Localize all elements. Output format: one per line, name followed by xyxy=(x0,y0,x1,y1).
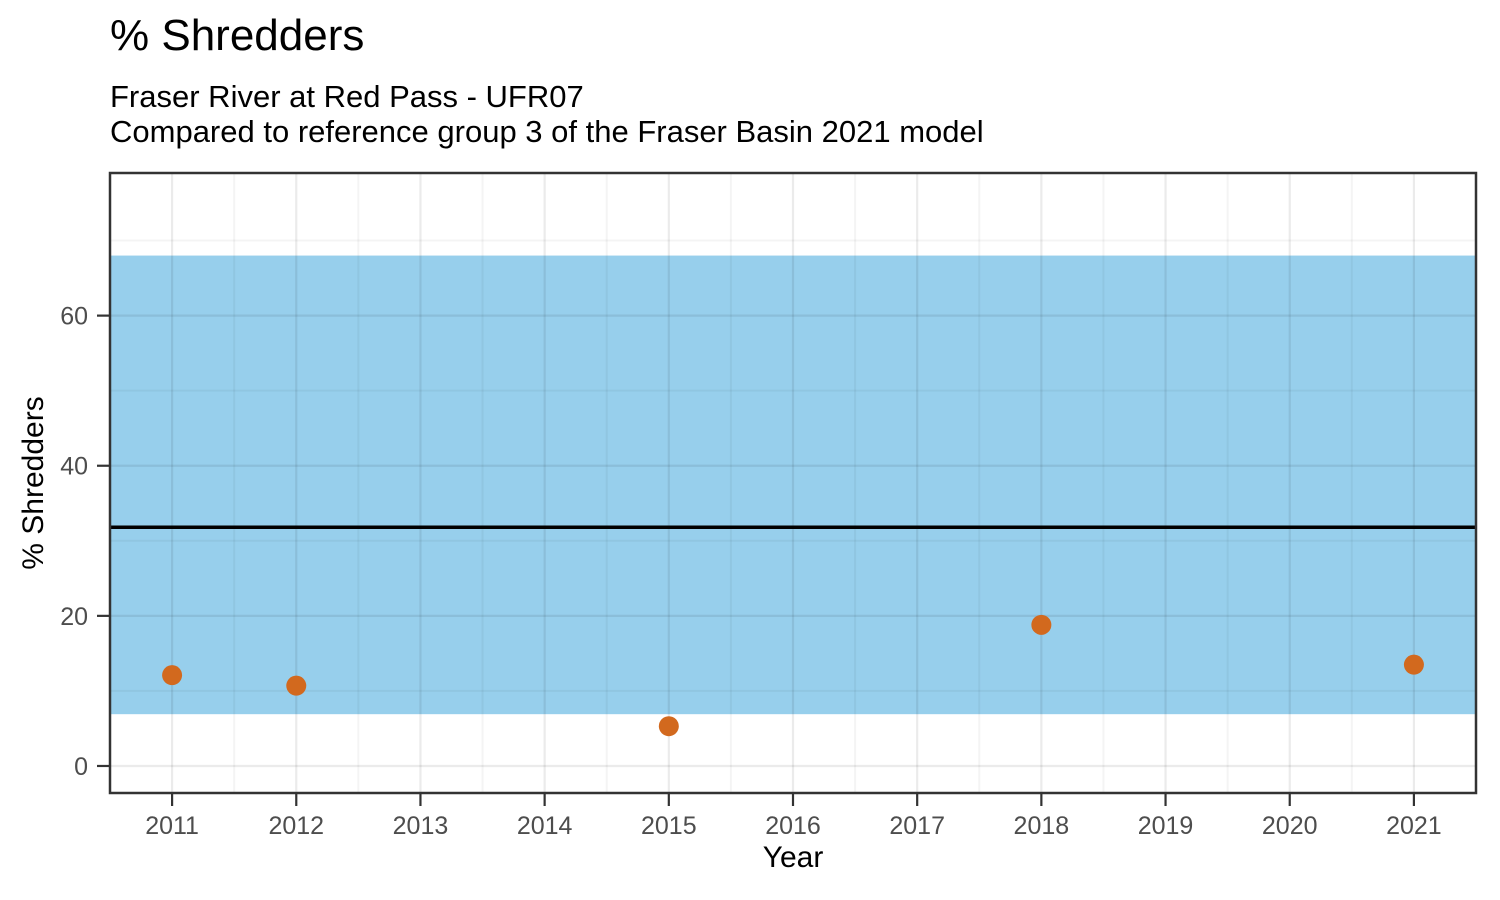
data-point-2015 xyxy=(658,716,679,737)
x-axis-tick-label: 2013 xyxy=(393,812,449,840)
reference-band xyxy=(110,255,1476,715)
data-point-2018 xyxy=(1031,614,1052,635)
y-axis-tick-label: 40 xyxy=(60,453,88,481)
data-point-2012 xyxy=(286,675,307,696)
x-axis-tick-label: 2021 xyxy=(1386,812,1442,840)
chart-title: % Shredders xyxy=(110,11,365,60)
chart-subtitle-line-1: Fraser River at Red Pass - UFR07 xyxy=(110,79,584,114)
x-axis-tick-label: 2019 xyxy=(1138,812,1194,840)
x-axis-tick-label: 2014 xyxy=(517,812,573,840)
y-axis-tick-label: 20 xyxy=(60,603,88,631)
x-axis-tick-label: 2012 xyxy=(268,812,324,840)
chart-subtitle: Fraser River at Red Pass - UFR07 Compare… xyxy=(110,79,984,149)
data-point-2021 xyxy=(1403,654,1424,675)
x-axis-tick-label: 2015 xyxy=(641,812,697,840)
x-axis-tick-label: 2017 xyxy=(889,812,945,840)
x-axis-title: Year xyxy=(762,841,824,874)
y-axis-tick-label: 60 xyxy=(60,303,88,331)
x-axis-tick-label: 2020 xyxy=(1262,812,1318,840)
x-axis-tick-label: 2018 xyxy=(1014,812,1070,840)
data-point-2011 xyxy=(162,665,183,686)
y-axis-tick-label: 0 xyxy=(74,753,88,781)
x-axis-tick-label: 2016 xyxy=(765,812,821,840)
x-axis-tick-label: 2011 xyxy=(145,812,199,840)
y-axis-title: % Shredders xyxy=(17,396,50,570)
chart-subtitle-line-2: Compared to reference group 3 of the Fra… xyxy=(110,114,984,149)
